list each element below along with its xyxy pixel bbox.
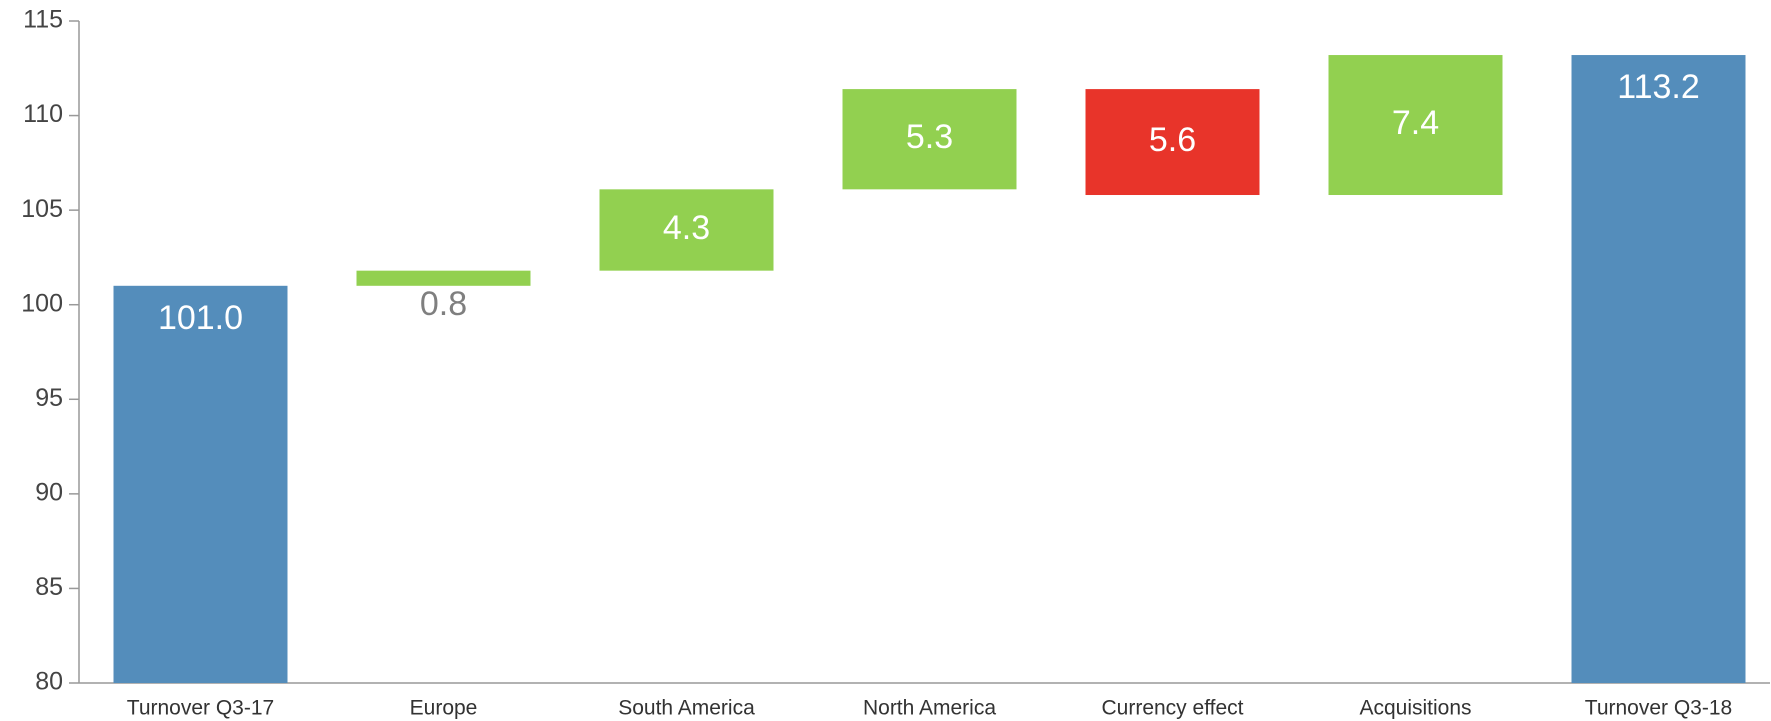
- x-tick-label: Currency effect: [1101, 697, 1243, 720]
- y-tick-label: 95: [35, 384, 63, 412]
- x-tick-label: Europe: [410, 697, 478, 720]
- bar: [842, 89, 1017, 190]
- x-tick-label: Turnover Q3-18: [1585, 697, 1732, 720]
- value-label: 0.8: [420, 285, 467, 323]
- x-tick-label: Turnover Q3-17: [127, 697, 274, 720]
- bar: [1328, 55, 1503, 196]
- y-tick-label: 115: [23, 6, 63, 34]
- value-label: 7.4: [1392, 104, 1439, 142]
- bar: [113, 285, 288, 683]
- x-tick-label: Acquisitions: [1359, 697, 1471, 720]
- y-tick-label: 90: [35, 478, 63, 506]
- x-tick-label: North America: [863, 697, 996, 720]
- bar: [1571, 55, 1746, 683]
- bar: [1085, 89, 1260, 196]
- y-tick-label: 110: [23, 100, 63, 128]
- value-label: 5.3: [906, 118, 953, 156]
- value-label: 4.3: [663, 209, 710, 247]
- value-label: 113.2: [1617, 68, 1700, 106]
- x-tick-label: South America: [618, 697, 755, 720]
- value-label: 5.6: [1149, 121, 1196, 159]
- y-tick-label: 85: [35, 573, 63, 601]
- y-tick-label: 100: [21, 289, 63, 317]
- bar: [356, 270, 531, 286]
- value-label: 101.0: [158, 299, 243, 337]
- y-tick-label: 80: [35, 668, 63, 696]
- y-tick-label: 105: [21, 195, 63, 223]
- bar: [599, 189, 774, 271]
